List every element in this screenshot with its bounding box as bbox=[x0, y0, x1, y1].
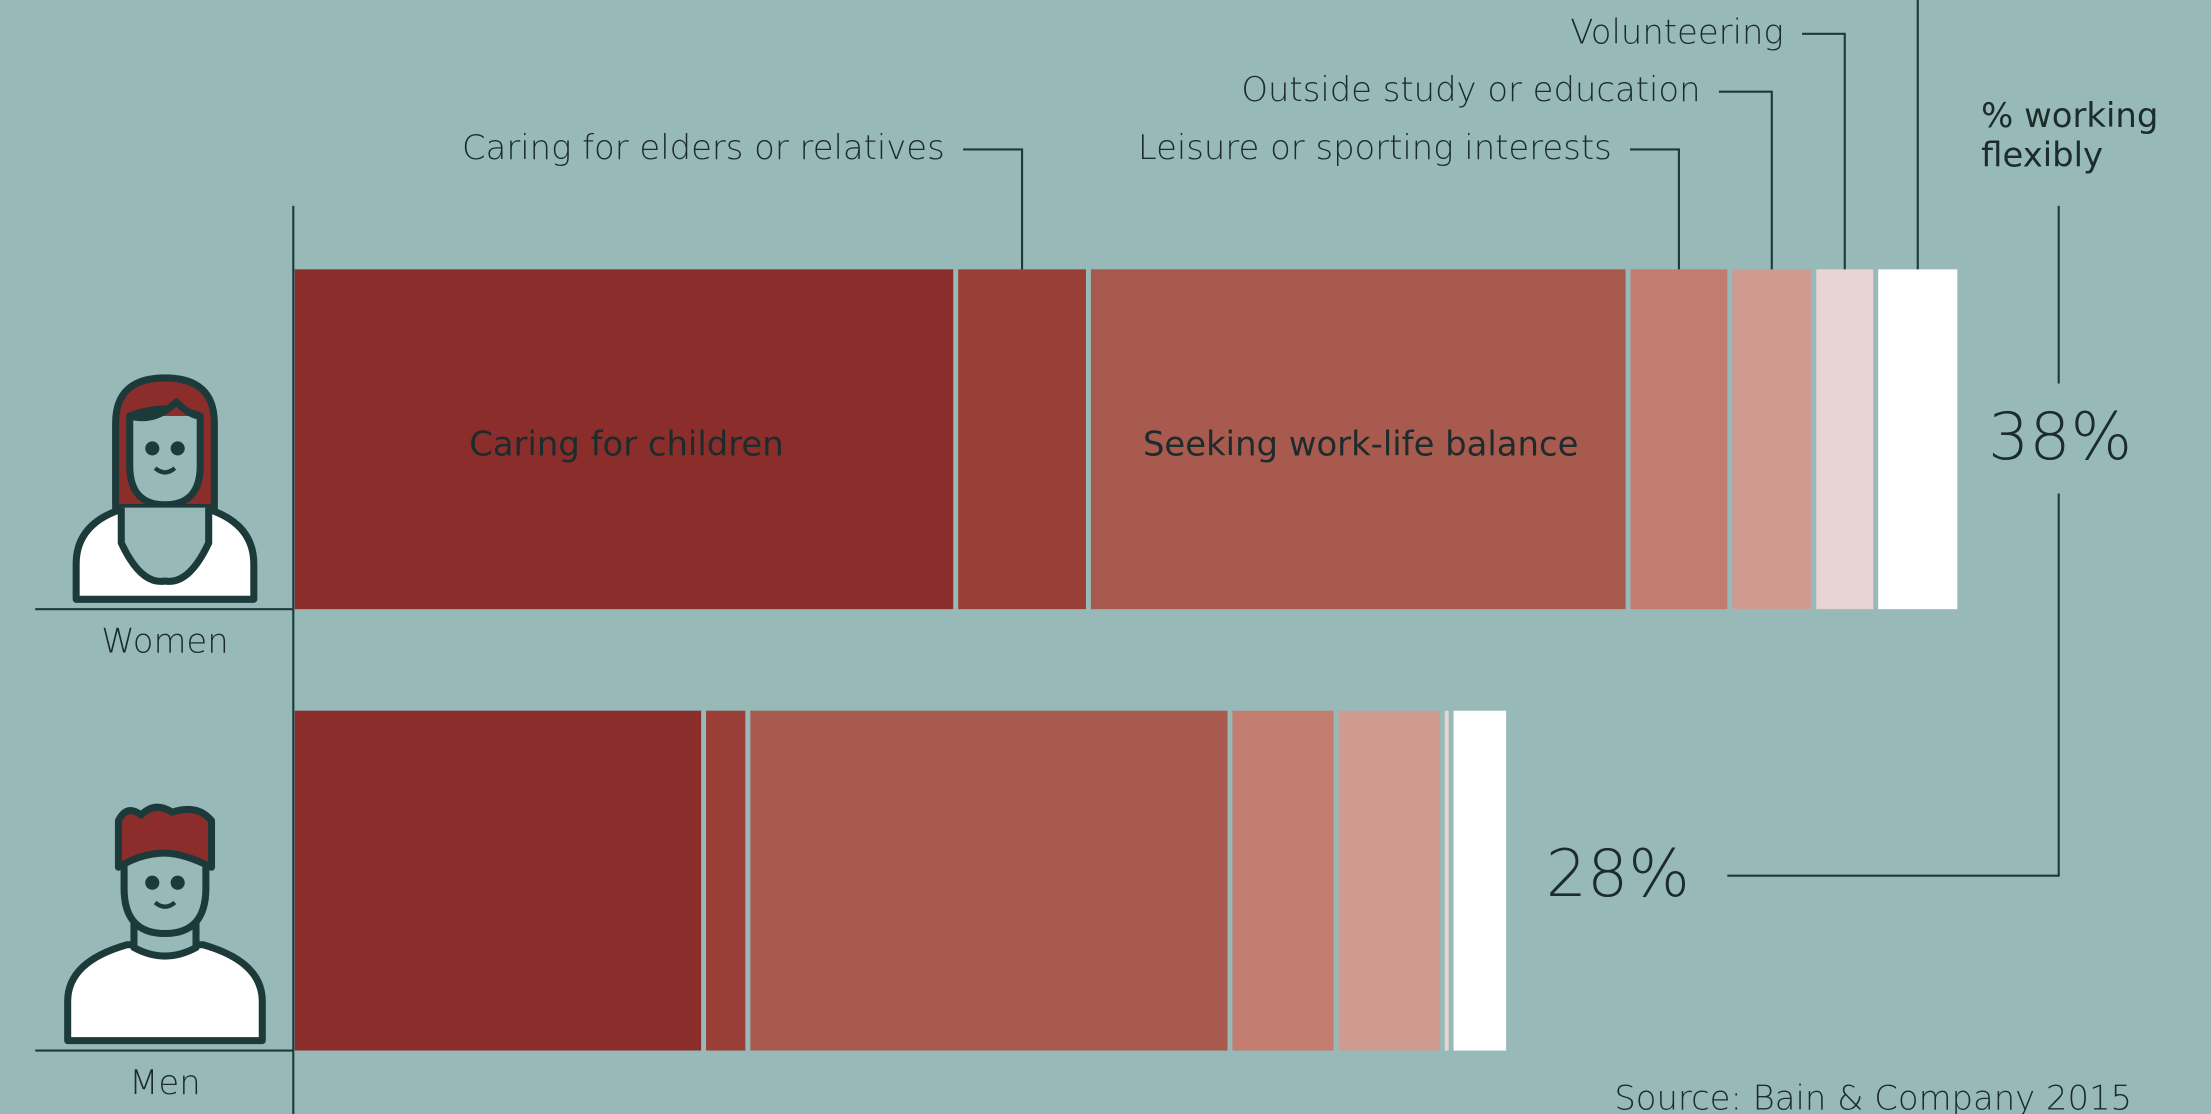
series-label: Caring for elders or relatives bbox=[462, 128, 945, 167]
bar-segment bbox=[295, 711, 701, 1051]
bar-segment bbox=[706, 711, 745, 1051]
source: Source: Bain & Company 2015 bbox=[1614, 1078, 2132, 1114]
woman-icon bbox=[76, 378, 254, 599]
bar-segment bbox=[750, 711, 1227, 1051]
segment-label-box: Caring for children bbox=[309, 368, 944, 523]
category-label: Men bbox=[129, 1063, 200, 1102]
bar-segment bbox=[958, 269, 1086, 609]
series-label: Leisure or sporting interests bbox=[1138, 128, 1612, 167]
bar-segment bbox=[1631, 269, 1728, 609]
bar-segment bbox=[1454, 711, 1507, 1051]
annotation-box: % working flexibly bbox=[1981, 93, 2193, 180]
segment-label-box: Seeking work-life balance bbox=[1105, 368, 1616, 523]
bar-segment bbox=[1732, 269, 1811, 609]
series-label: Volunteering bbox=[1570, 12, 1783, 51]
segment-label: Caring for children bbox=[309, 368, 944, 523]
man-icon bbox=[68, 807, 263, 1040]
bar-segment bbox=[1878, 269, 1957, 609]
segment-label: Seeking work-life balance bbox=[1105, 368, 1616, 523]
annotation: % working flexibly bbox=[1981, 93, 2193, 180]
leader-line bbox=[963, 149, 1022, 269]
leader-line bbox=[1719, 92, 1772, 270]
category-label: Women bbox=[101, 622, 228, 661]
bar-segment bbox=[1232, 711, 1333, 1051]
bar-segment bbox=[1445, 711, 1449, 1051]
total-label: 28% bbox=[1546, 837, 1690, 912]
leader-line bbox=[1630, 149, 1679, 269]
bar-segment bbox=[1816, 269, 1873, 609]
total-label: 38% bbox=[1988, 400, 2132, 475]
bar-segment bbox=[1339, 711, 1440, 1051]
series-label: Outside study or education bbox=[1241, 70, 1700, 109]
chart: Women Men Source: Bain & Company 2015 Ca… bbox=[0, 0, 2211, 1114]
leader-line bbox=[1802, 34, 1845, 269]
